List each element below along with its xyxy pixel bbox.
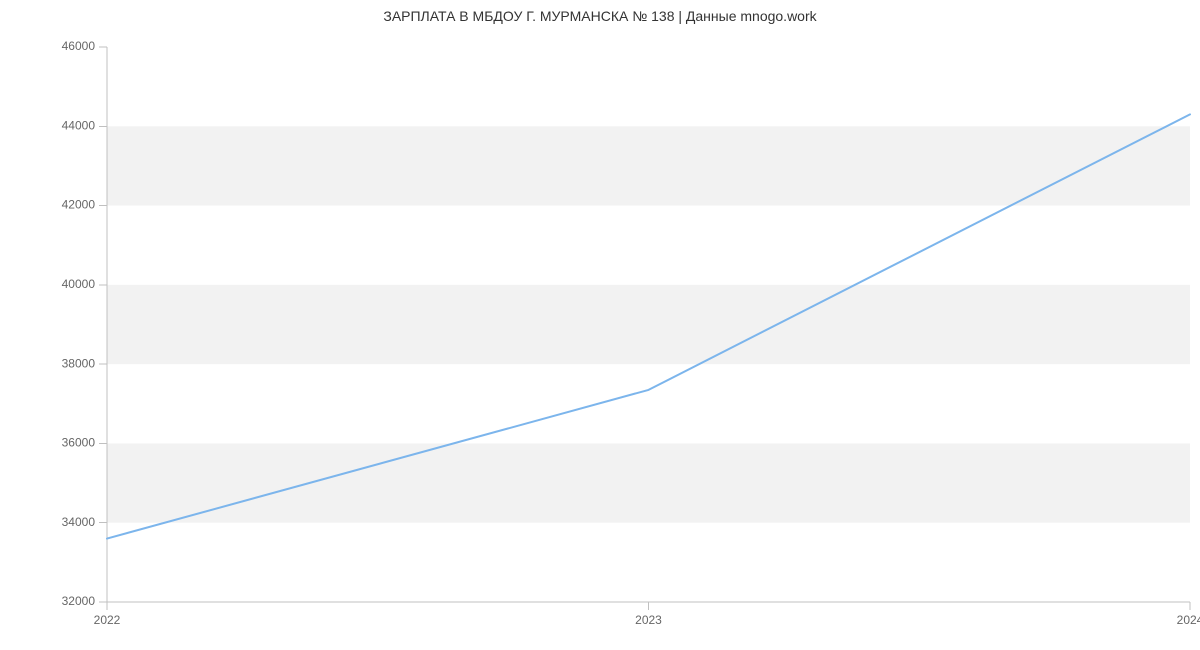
y-tick-label: 46000 bbox=[62, 39, 96, 53]
grid-band bbox=[107, 126, 1190, 205]
grid-band bbox=[107, 443, 1190, 522]
chart-svg: 32000 34000 36000 38000 40000 42000 44000 46000… bbox=[0, 0, 1200, 650]
y-tick-label: 42000 bbox=[62, 198, 96, 212]
y-tick-label: 44000 bbox=[62, 118, 96, 132]
grid-band bbox=[107, 285, 1190, 364]
chart-container: ЗАРПЛАТА В МБДОУ Г. МУРМАНСКА № 138 | Да… bbox=[0, 0, 1200, 650]
y-tick-label: 40000 bbox=[62, 277, 96, 291]
x-tick-label: 2022 bbox=[94, 613, 121, 627]
y-tick-label: 34000 bbox=[62, 515, 96, 529]
y-tick-label: 32000 bbox=[62, 594, 96, 608]
y-tick-label: 38000 bbox=[62, 356, 96, 370]
chart-title: ЗАРПЛАТА В МБДОУ Г. МУРМАНСКА № 138 | Да… bbox=[0, 8, 1200, 24]
y-tick-label: 36000 bbox=[62, 436, 96, 450]
x-tick-label: 2023 bbox=[635, 613, 662, 627]
x-tick-label: 2024 bbox=[1177, 613, 1200, 627]
